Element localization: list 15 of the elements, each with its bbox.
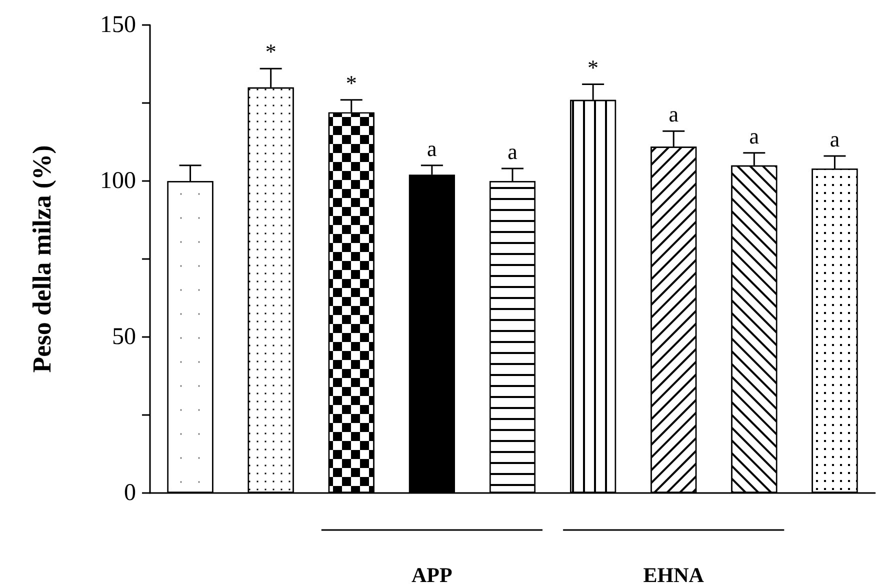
- data-label: *: [265, 39, 276, 64]
- y-tick-label: 50: [112, 324, 136, 350]
- text: APP: [412, 563, 453, 587]
- data-label: a: [668, 102, 679, 127]
- y-axis-title: Peso della milza (%): [28, 145, 56, 373]
- data-label: a: [427, 136, 438, 161]
- data-label: a: [508, 139, 518, 164]
- text: EHNA: [643, 563, 705, 587]
- data-label: a: [749, 123, 760, 148]
- y-tick-label: 0: [124, 480, 136, 506]
- data-label: *: [346, 70, 357, 96]
- data-label: a: [830, 126, 840, 152]
- y-tick-label: 100: [100, 168, 136, 194]
- data-label: *: [588, 54, 599, 80]
- y-tick-label: 150: [100, 12, 136, 38]
